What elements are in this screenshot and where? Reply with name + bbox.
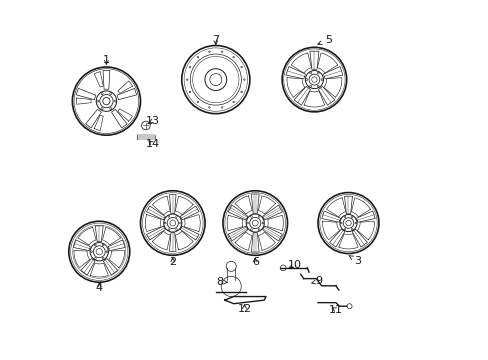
Text: 12: 12 [237,304,251,314]
Text: 13: 13 [146,116,160,126]
Text: 1: 1 [103,55,110,65]
Text: 5: 5 [317,35,331,45]
Text: 9: 9 [311,276,322,286]
Text: 4: 4 [96,283,102,293]
Text: 10: 10 [287,260,301,270]
Text: 11: 11 [328,305,342,315]
Text: 14: 14 [146,139,160,149]
Text: 6: 6 [251,257,258,267]
Text: 8: 8 [216,277,227,287]
Text: 2: 2 [169,257,176,267]
Text: 3: 3 [348,256,360,266]
Text: 7: 7 [212,35,219,45]
